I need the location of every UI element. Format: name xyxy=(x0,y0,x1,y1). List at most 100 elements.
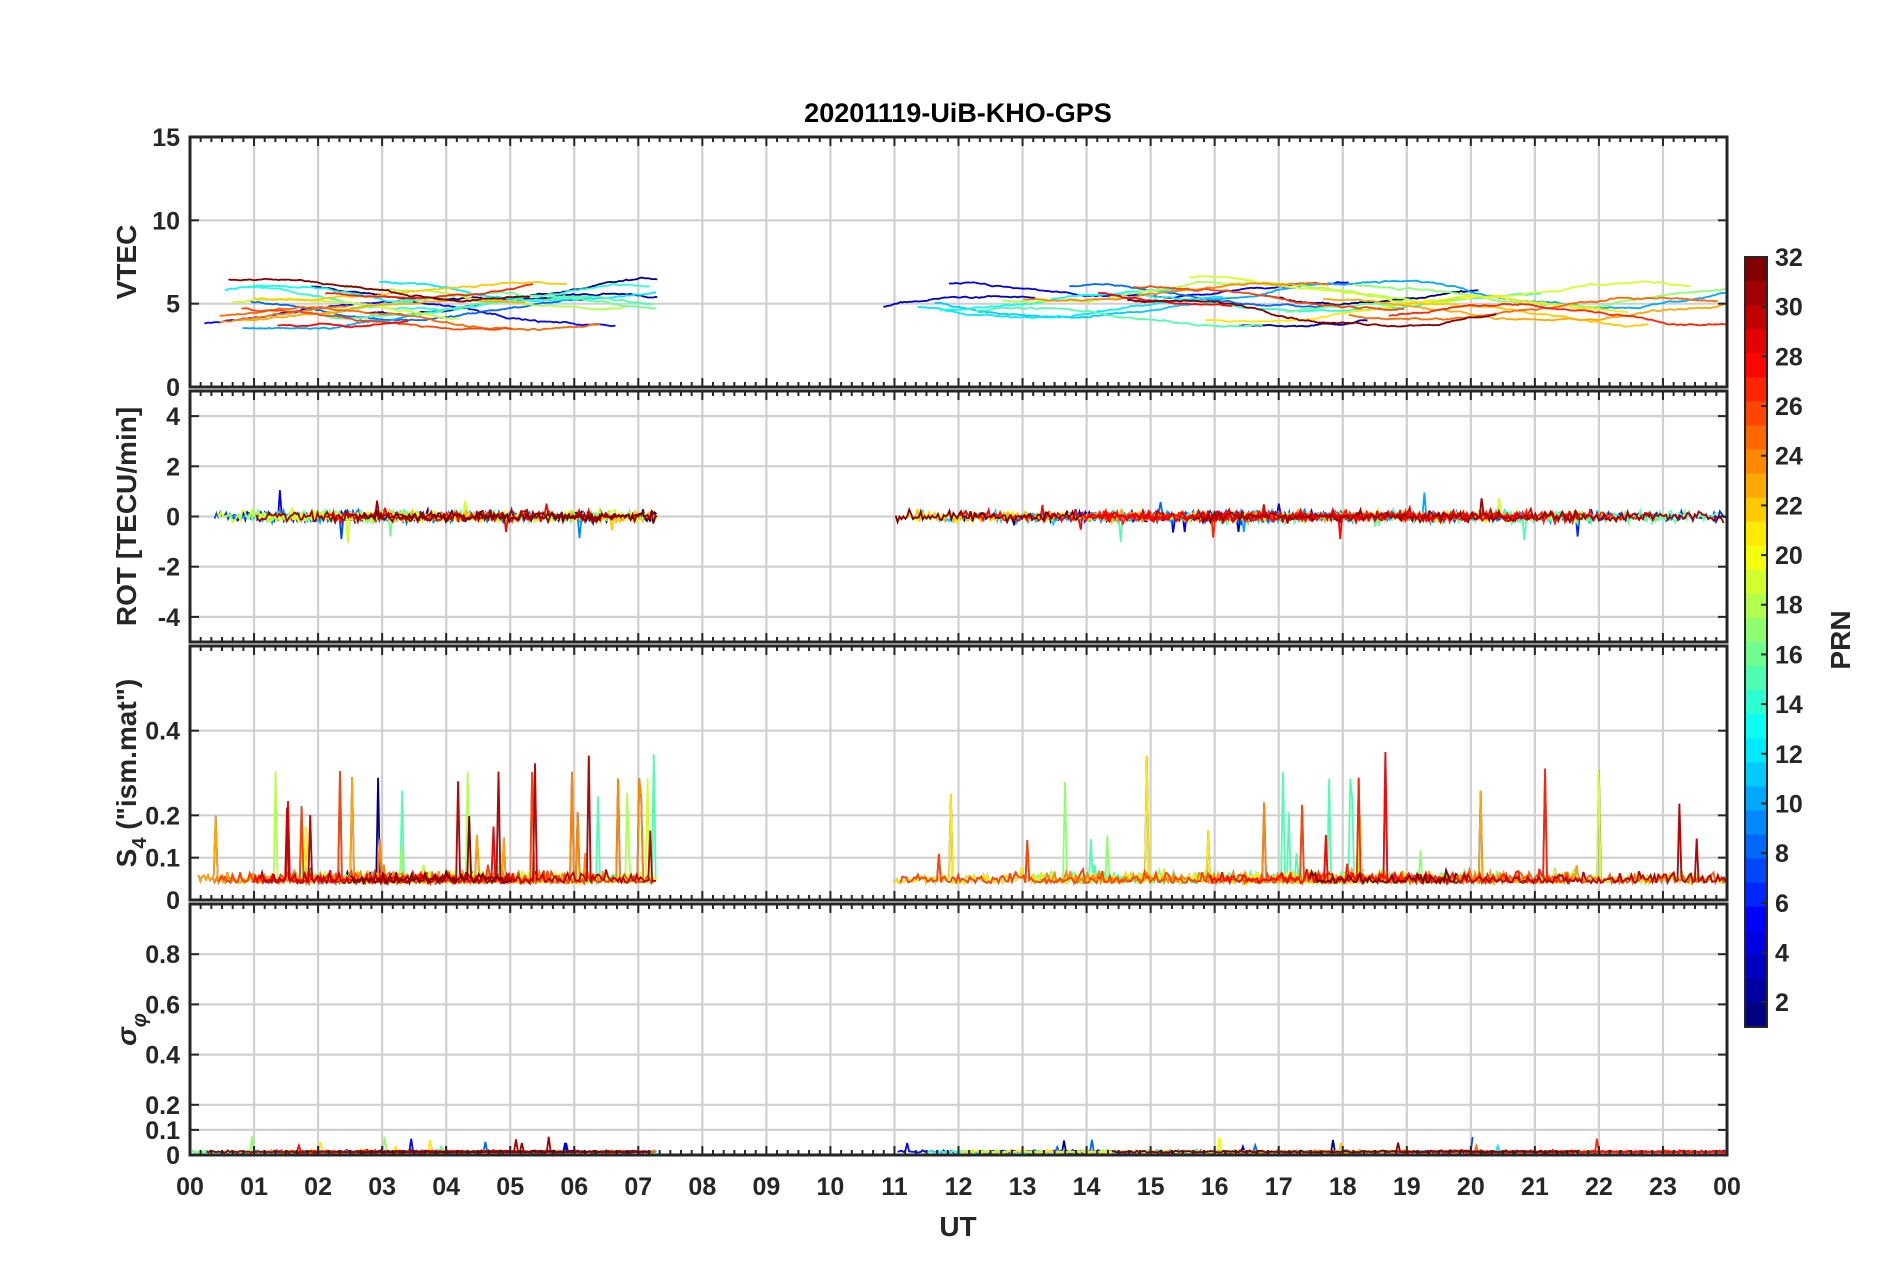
y-tick-label: 0.4 xyxy=(145,1042,180,1070)
series-prn-32 xyxy=(356,1148,652,1154)
x-tick-label: 14 xyxy=(1073,1173,1101,1201)
x-tick-label: 11 xyxy=(881,1173,908,1201)
x-tick-label: 16 xyxy=(1201,1173,1229,1201)
x-tick-label: 04 xyxy=(432,1173,460,1201)
series-prn-30 xyxy=(259,755,657,886)
colorbar-swatch xyxy=(1745,569,1767,595)
colorbar-swatch xyxy=(1745,642,1767,667)
series-prn-32 xyxy=(362,507,658,525)
series-prn-32 xyxy=(1127,298,1497,328)
colorbar-tick-label: 24 xyxy=(1775,443,1803,471)
x-tick-label: 15 xyxy=(1137,1173,1165,1201)
colorbar-swatch xyxy=(1745,954,1767,980)
panel-rot: -4 -2 0 2 4 ROT [TECU/min] xyxy=(111,389,1729,644)
y-tick-label: 0 xyxy=(166,374,180,402)
colorbar-tick-label: 6 xyxy=(1775,890,1789,918)
y-axis-label: σφ xyxy=(111,1013,151,1046)
y-tick-label: 0 xyxy=(166,504,180,532)
colorbar-swatch xyxy=(1745,353,1767,378)
colorbar-tick-label: 32 xyxy=(1775,244,1803,272)
colorbar-swatch xyxy=(1745,377,1767,402)
series-prn-32 xyxy=(1308,866,1458,886)
colorbar-tick-label: 2 xyxy=(1775,989,1789,1017)
y-axis-label: ROT [TECU/min] xyxy=(111,407,142,626)
panel-s4: 0 0.1 0.2 0.4S4 ("ism.mat") xyxy=(111,644,1729,915)
y-tick-label: -2 xyxy=(158,554,180,582)
series-prn-23 xyxy=(1322,298,1727,322)
series-group xyxy=(197,751,1727,887)
colorbar-tick-label: 30 xyxy=(1775,294,1803,322)
x-tick-label: 10 xyxy=(817,1173,845,1201)
series-prn-27 xyxy=(1388,302,1727,327)
colorbar-swatch xyxy=(1745,690,1767,715)
x-tick-label: 21 xyxy=(1521,1173,1549,1201)
colorbar-tick-label: 4 xyxy=(1775,939,1789,967)
series-prn-28 xyxy=(1098,291,1233,307)
x-tick-label: 19 xyxy=(1393,1173,1421,1201)
x-tick-label: 09 xyxy=(752,1173,780,1201)
series-prn-22 xyxy=(253,280,567,302)
x-axis-label: UT xyxy=(939,1211,976,1242)
series-prn-25 xyxy=(1348,296,1718,321)
series-group xyxy=(213,490,1726,544)
colorbar-swatch xyxy=(1745,930,1767,956)
series-prn-15 xyxy=(289,754,657,886)
series-prn-8 xyxy=(899,804,1326,886)
y-tick-label: 0.6 xyxy=(145,991,180,1019)
colorbar-swatch xyxy=(1745,449,1767,475)
y-tick-label: 10 xyxy=(152,207,180,235)
colorbar-swatch xyxy=(1745,1002,1767,1028)
series-prn-32 xyxy=(349,815,512,887)
x-tick-label: 00 xyxy=(176,1173,204,1201)
x-tick-label: 00 xyxy=(1713,1173,1741,1201)
colorbar-swatch xyxy=(1745,593,1767,619)
colorbar-tick-label: 14 xyxy=(1775,691,1803,719)
y-tick-label: 0.1 xyxy=(145,845,180,873)
colorbar-tick-label: 20 xyxy=(1775,542,1803,570)
x-tick-label: 22 xyxy=(1585,1173,1613,1201)
panel-sigma: 00.10.2 0.4 0.6 0.8 σφ xyxy=(111,902,1729,1170)
colorbar-swatch xyxy=(1745,666,1767,691)
series-prn-32 xyxy=(228,277,531,303)
x-tick-label: 17 xyxy=(1265,1173,1293,1201)
colorbar-swatch xyxy=(1745,906,1767,932)
series-prn-32 xyxy=(1111,1142,1578,1154)
colorbar-swatch xyxy=(1745,714,1767,739)
x-tick-label: 05 xyxy=(496,1173,524,1201)
series-prn-15 xyxy=(324,295,654,320)
colorbar-tick-label: 16 xyxy=(1775,641,1803,669)
series-prn-1 xyxy=(1262,289,1479,307)
y-axis-label: VTEC xyxy=(111,225,142,300)
colorbar-tick-label: 26 xyxy=(1775,393,1803,421)
colorbar-swatch xyxy=(1745,786,1767,812)
colorbar-swatch xyxy=(1745,305,1767,330)
x-tick-label: 18 xyxy=(1329,1173,1357,1201)
series-prn-10 xyxy=(1208,751,1444,886)
colorbar-swatch xyxy=(1745,281,1767,306)
colorbar-swatch xyxy=(1745,425,1767,451)
colorbar-swatch xyxy=(1745,738,1767,763)
series-prn-17 xyxy=(1031,781,1502,886)
colorbar-swatch xyxy=(1745,329,1767,354)
x-tick-label: 07 xyxy=(624,1173,652,1201)
series-prn-22 xyxy=(1398,302,1649,328)
x-tick-label: 08 xyxy=(688,1173,716,1201)
colorbar-swatch xyxy=(1745,473,1767,499)
series-prn-10 xyxy=(1126,279,1727,310)
colorbar-tick-label: 10 xyxy=(1775,790,1803,818)
colorbar-swatch xyxy=(1745,497,1767,523)
y-tick-label: 0 xyxy=(166,887,180,915)
colorbar-swatch xyxy=(1745,810,1767,836)
colorbar-tick-label: 22 xyxy=(1775,492,1803,520)
y-tick-label: 4 xyxy=(166,403,180,431)
series-prn-13 xyxy=(224,284,413,303)
series-prn-30 xyxy=(1439,803,1727,887)
x-tick-label: 06 xyxy=(560,1173,588,1201)
series-prn-19 xyxy=(376,777,658,887)
series-prn-3 xyxy=(883,294,1036,308)
x-tick-label: 03 xyxy=(368,1173,396,1201)
series-prn-28 xyxy=(277,320,409,329)
colorbar-tick-label: 8 xyxy=(1775,840,1789,868)
series-prn-25 xyxy=(219,305,601,332)
